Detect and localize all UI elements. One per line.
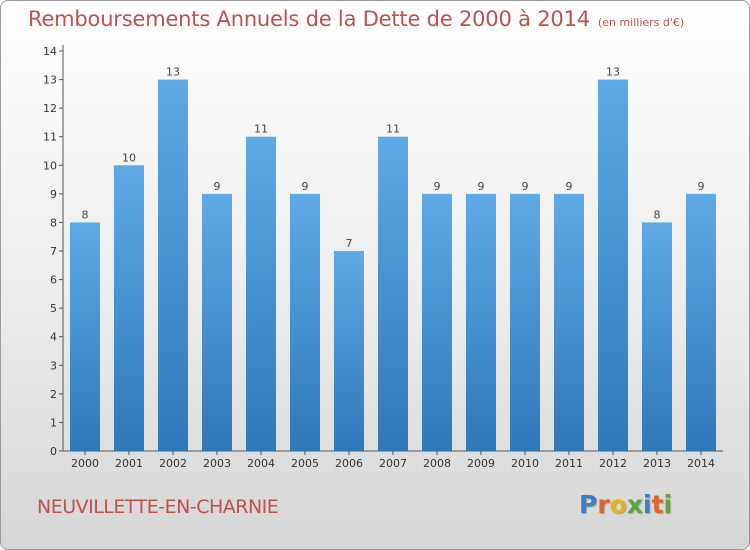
bar-2008 [422,193,452,451]
x-axis-ticks: 2000 2001 2002 2003 2004 2005 2006 2007 2008 2009… [71,451,715,470]
data-label-2002: 13 [166,66,180,79]
bar-2003 [202,193,232,451]
y-tick-label: 0 [50,445,57,458]
bar-2002 [158,79,188,452]
y-tick-label: 8 [50,216,57,229]
bar-2006 [334,251,364,451]
y-tick-label: 5 [50,302,57,315]
x-tick-label-2011: 2011 [555,457,583,470]
bar-2001 [114,165,144,452]
x-tick-label-2008: 2008 [423,457,451,470]
y-tick-label: 12 [43,102,57,115]
x-tick-label-2009: 2009 [467,457,495,470]
chart-bars: 8 10 13 9 11 9 7 11 9 9 9 9 13 8 9 [70,66,716,452]
logo-letter: x [626,490,643,519]
data-label-2003: 9 [214,180,221,193]
x-tick-label-2004: 2004 [247,457,275,470]
data-label-2005: 9 [302,180,309,193]
bar-2005 [290,193,320,451]
data-label-2000: 8 [82,208,89,221]
x-tick-label-2001: 2001 [115,457,143,470]
logo-letter: o [609,490,627,519]
bar-2004 [246,136,276,451]
logo-letter: r [597,490,610,519]
commune-name: NEUVILLETTE-EN-CHARNIE [37,496,279,518]
bar-2007 [378,136,408,451]
bar-2011 [554,193,584,451]
data-label-2004: 11 [254,123,268,136]
y-tick-label: 14 [43,45,57,58]
x-tick-label-2010: 2010 [511,457,539,470]
bar-2009 [466,193,496,451]
x-tick-label-2000: 2000 [71,457,99,470]
logo-letter: i [643,490,652,519]
x-tick-label-2005: 2005 [291,457,319,470]
bar-2000 [70,222,100,451]
data-label-2001: 10 [122,151,136,164]
y-tick-label: 11 [43,131,57,144]
data-label-2008: 9 [434,180,441,193]
x-tick-label-2013: 2013 [643,457,671,470]
data-label-2011: 9 [566,180,573,193]
bar-2014 [686,193,716,451]
y-tick-label: 2 [50,388,57,401]
logo-letter: i [663,490,673,519]
bar-2012 [598,79,628,452]
title-text: Remboursements Annuels de la Dette de 20… [28,7,590,31]
proxiti-logo: Proxiti [579,490,672,519]
y-tick-label: 9 [50,188,57,201]
logo-letter: P [579,490,598,519]
y-tick-label: 10 [43,159,57,172]
y-tick-label: 4 [50,331,57,344]
y-tick-label: 7 [50,245,57,258]
chart-subtitle: (en milliers d'€) [597,16,685,29]
data-label-2012: 13 [606,66,620,79]
data-label-2009: 9 [478,180,485,193]
chart-title: Remboursements Annuels de la Dette de 20… [28,7,684,31]
y-tick-label: 1 [50,416,57,429]
x-tick-label-2007: 2007 [379,457,407,470]
data-label-2007: 11 [386,123,400,136]
y-tick-label: 3 [50,359,57,372]
data-label-2013: 8 [654,208,661,221]
data-label-2014: 9 [698,180,705,193]
y-tick-label: 13 [43,74,57,87]
x-tick-label-2014: 2014 [687,457,715,470]
x-tick-label-2006: 2006 [335,457,363,470]
logo-letter: t [651,490,664,519]
x-tick-label-2003: 2003 [203,457,231,470]
bar-2010 [510,193,540,451]
y-tick-label: 6 [50,274,57,287]
data-label-2006: 7 [346,237,353,250]
x-tick-label-2002: 2002 [159,457,187,470]
data-label-2010: 9 [522,180,529,193]
x-tick-label-2012: 2012 [599,457,627,470]
bar-2013 [642,222,672,451]
